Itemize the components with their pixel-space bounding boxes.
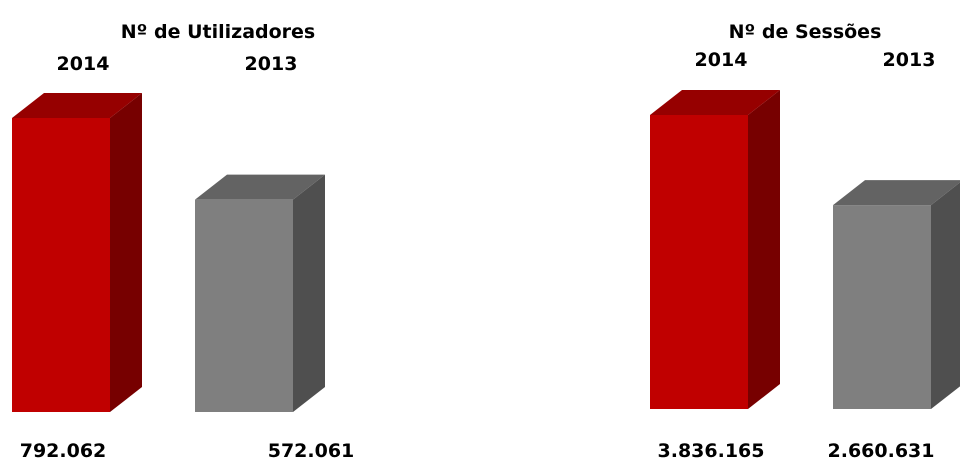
chart-users-category-2013: 2013 — [245, 53, 298, 75]
chart-sessions-bar-2013-top — [833, 180, 960, 206]
chart-users-bar-2013 — [195, 174, 325, 412]
chart-sessions-value-label-2014: 3.836.165 — [658, 440, 765, 462]
chart-sessions-title: Nº de Sessões — [729, 21, 882, 43]
chart-sessions-bar-2013-side — [931, 182, 960, 409]
chart-users-bar-2013-side — [293, 174, 325, 412]
chart-sessions-category-2013: 2013 — [883, 49, 936, 71]
chart-sessions-bar-2014-top — [650, 90, 780, 115]
chart-users: Nº de Utilizadores 2014 2013 792.062 572… — [12, 21, 354, 462]
chart-users-category-2014: 2014 — [57, 53, 110, 75]
chart-users-title: Nº de Utilizadores — [121, 21, 315, 43]
chart-users-bar-2014 — [12, 93, 142, 412]
chart-sessions-category-2014: 2014 — [695, 49, 748, 71]
chart-sessions-bar-2014-side — [748, 90, 780, 409]
chart-sessions-bars — [650, 90, 960, 409]
chart-users-bar-2013-top — [195, 174, 325, 200]
chart-sessions-bar-2013-front — [833, 205, 931, 409]
chart-sessions: Nº de Sessões 2014 2013 3.836.165 2.660.… — [650, 21, 960, 462]
chart-users-bar-2014-side — [110, 93, 142, 412]
chart-users-bar-2014-top — [12, 93, 142, 118]
chart-sessions-bar-2013 — [833, 180, 960, 409]
chart-sessions-value-label-2013: 2.660.631 — [828, 440, 935, 462]
chart-sessions-bar-2014-front — [650, 115, 748, 409]
chart-users-bar-2014-front — [12, 118, 110, 412]
chart-users-bars — [12, 93, 325, 412]
chart-users-value-label-2013: 572.061 — [268, 440, 355, 462]
chart-users-value-label-2014: 792.062 — [20, 440, 107, 462]
chart-sessions-bar-2014 — [650, 90, 780, 409]
chart-users-bar-2013-front — [195, 199, 293, 412]
